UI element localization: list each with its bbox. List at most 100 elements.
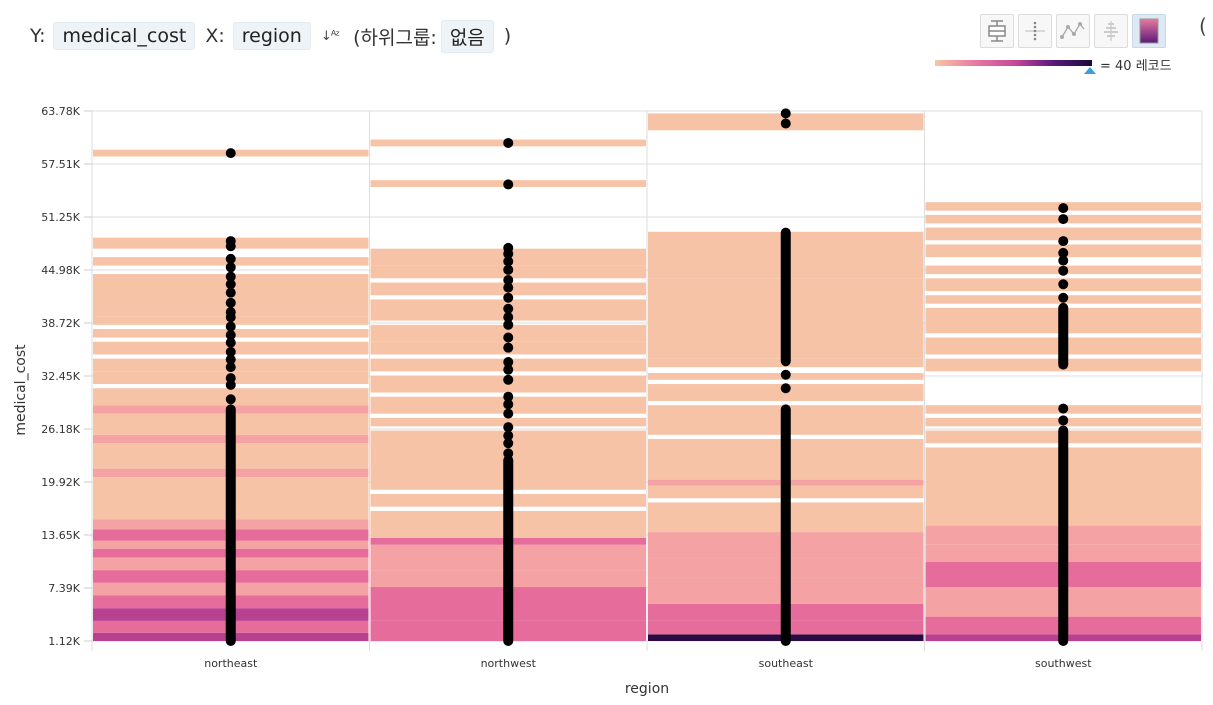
data-point — [503, 292, 514, 303]
data-point — [225, 321, 236, 332]
data-point — [503, 256, 514, 267]
points-northwest — [503, 137, 514, 646]
data-point — [503, 137, 514, 148]
data-point — [780, 383, 791, 394]
data-point — [503, 391, 514, 402]
y-axis-label: Y: — [30, 25, 46, 47]
y-tick-label: 26.18K — [41, 423, 80, 436]
data-point — [225, 354, 236, 365]
sort-az-icon[interactable]: ↓ᴬᶻ — [320, 28, 340, 44]
data-point — [503, 438, 514, 449]
y-tick-label: 44.98K — [41, 264, 80, 277]
data-point — [225, 346, 236, 357]
y-tick-label: 19.92K — [41, 476, 80, 489]
data-point — [225, 236, 236, 247]
line-plot-icon — [1060, 22, 1085, 39]
data-point — [1058, 247, 1069, 258]
data-point — [225, 253, 236, 264]
boxplot-icon — [988, 20, 1006, 42]
y-field-selector[interactable]: medical_cost — [53, 22, 196, 50]
boxplot-button[interactable] — [980, 14, 1014, 48]
subgroup-label: (하위그룹: — [353, 26, 437, 49]
data-point — [503, 332, 514, 343]
subgroup-close: ) — [503, 25, 512, 47]
data-point — [225, 287, 236, 298]
data-point — [503, 264, 514, 275]
heatmap-band — [925, 227, 1201, 241]
y-tick-label: 1.12K — [48, 635, 80, 648]
histogram-icon — [1104, 21, 1118, 41]
data-point — [503, 242, 514, 253]
data-point — [225, 373, 236, 384]
point-cluster — [1058, 302, 1069, 370]
y-tick-label: 13.65K — [41, 529, 80, 542]
settings-icon[interactable]: ( — [1199, 14, 1207, 38]
data-point — [503, 342, 514, 353]
data-point — [1058, 279, 1069, 290]
point-cluster — [780, 404, 791, 646]
data-point — [225, 362, 236, 373]
histogram-button[interactable] — [1094, 14, 1128, 48]
data-point — [225, 329, 236, 340]
x-tick-label-southwest: southwest — [1035, 657, 1092, 670]
data-point — [225, 279, 236, 290]
data-point — [225, 307, 236, 318]
x-axis-title: region — [625, 681, 669, 697]
x-field-selector[interactable]: region — [232, 22, 311, 50]
subgroup-selector[interactable]: 없음 — [440, 19, 494, 53]
strip-plot-icon — [1025, 21, 1045, 41]
data-point — [225, 271, 236, 282]
y-axis-title: medical_cost — [13, 344, 29, 436]
data-point — [503, 303, 514, 314]
strip-plot-button[interactable] — [1018, 14, 1052, 48]
legend-label: = 40 레코드 — [1100, 59, 1172, 74]
data-point — [503, 374, 514, 385]
data-point — [503, 312, 514, 323]
legend-marker-icon — [1084, 67, 1096, 74]
data-point — [503, 430, 514, 441]
point-cluster — [1058, 425, 1069, 646]
data-point — [225, 394, 236, 405]
heatmap-band — [370, 417, 646, 427]
data-point — [225, 337, 236, 348]
points-northeast — [225, 148, 236, 646]
x-tick-label-southeast: southeast — [759, 657, 814, 670]
line-plot-button[interactable] — [1056, 14, 1090, 48]
data-point — [780, 118, 791, 129]
data-point — [780, 108, 791, 119]
x-tick-label-northeast: northeast — [204, 657, 258, 670]
data-point — [503, 282, 514, 293]
data-point — [225, 148, 236, 159]
data-point — [225, 297, 236, 308]
data-point — [503, 448, 514, 459]
heatmap-icon — [1139, 18, 1159, 44]
legend-color-bar — [935, 60, 1092, 66]
data-point — [1058, 265, 1069, 276]
data-point — [503, 399, 514, 410]
data-point — [503, 364, 514, 375]
point-cluster — [780, 227, 791, 367]
y-tick-label: 38.72K — [41, 317, 80, 330]
heatmap-button[interactable] — [1132, 14, 1166, 48]
data-point — [1058, 214, 1069, 225]
data-point — [1058, 403, 1069, 414]
y-tick-label: 51.25K — [41, 211, 80, 224]
point-cluster — [503, 455, 514, 646]
data-point — [1058, 255, 1069, 266]
plot-config-bar: Y: medical_cost X: region ↓ᴬᶻ (하위그룹: 없음 … — [30, 19, 515, 53]
y-tick-label: 63.78K — [41, 105, 80, 118]
points-southeast — [780, 108, 791, 646]
data-point — [503, 179, 514, 190]
data-point — [503, 319, 514, 330]
data-point — [503, 408, 514, 419]
data-point — [1058, 292, 1069, 303]
data-point — [503, 422, 514, 433]
x-tick-label-northwest: northwest — [481, 657, 537, 670]
point-cluster — [225, 404, 236, 646]
x-axis-label: X: — [205, 25, 225, 47]
data-point — [503, 357, 514, 368]
data-point — [780, 369, 791, 380]
data-point — [225, 262, 236, 273]
y-tick-label: 7.39K — [48, 582, 80, 595]
